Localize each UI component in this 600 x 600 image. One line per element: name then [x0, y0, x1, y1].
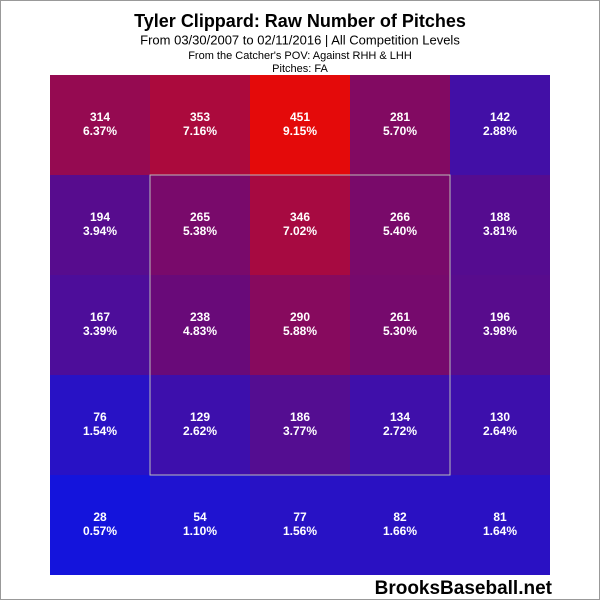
- heat-cell: [450, 475, 550, 575]
- cell-percent: 5.30%: [383, 324, 417, 338]
- cell-count: 54: [193, 510, 207, 524]
- heat-cell: [350, 375, 450, 475]
- heat-cell: [350, 475, 450, 575]
- cell-percent: 1.66%: [383, 524, 417, 538]
- heat-cell: [150, 75, 250, 175]
- heat-cell: [50, 375, 150, 475]
- heat-cell: [350, 175, 450, 275]
- heat-cell: [150, 375, 250, 475]
- cell-count: 82: [393, 510, 407, 524]
- heat-cell: [250, 175, 350, 275]
- cell-percent: 3.94%: [83, 224, 117, 238]
- cell-count: 129: [190, 410, 210, 424]
- heat-cell: [250, 275, 350, 375]
- heat-cell: [250, 475, 350, 575]
- cell-percent: 2.72%: [383, 424, 417, 438]
- cell-percent: 5.40%: [383, 224, 417, 238]
- cell-count: 261: [390, 310, 410, 324]
- cell-percent: 9.15%: [283, 124, 317, 138]
- cell-percent: 0.57%: [83, 524, 117, 538]
- heat-cell: [50, 75, 150, 175]
- cell-percent: 4.83%: [183, 324, 217, 338]
- heat-cell: [350, 275, 450, 375]
- cell-percent: 1.10%: [183, 524, 217, 538]
- heat-cell: [50, 475, 150, 575]
- cell-percent: 1.56%: [283, 524, 317, 538]
- cell-count: 76: [93, 410, 107, 424]
- heat-cell: [450, 375, 550, 475]
- cell-percent: 6.37%: [83, 124, 117, 138]
- heat-cell: [250, 375, 350, 475]
- cell-count: 77: [293, 510, 307, 524]
- cell-percent: 7.02%: [283, 224, 317, 238]
- cell-count: 167: [90, 310, 110, 324]
- cell-percent: 1.64%: [483, 524, 517, 538]
- heat-cell: [350, 75, 450, 175]
- cell-count: 188: [490, 210, 510, 224]
- note: From the Catcher's POV: Against RHH & LH…: [188, 50, 412, 62]
- cell-count: 266: [390, 210, 410, 224]
- cell-count: 314: [90, 110, 110, 124]
- cell-count: 451: [290, 110, 310, 124]
- cell-count: 238: [190, 310, 210, 324]
- cell-count: 142: [490, 110, 510, 124]
- cell-count: 194: [90, 210, 110, 224]
- cell-count: 134: [390, 410, 410, 424]
- cell-percent: 3.81%: [483, 224, 517, 238]
- note: Pitches: FA: [272, 63, 328, 75]
- chart-subtitle: From 03/30/2007 to 02/11/2016 | All Comp…: [140, 32, 460, 47]
- heat-cell: [150, 475, 250, 575]
- heat-cell: [450, 175, 550, 275]
- cell-percent: 2.64%: [483, 424, 517, 438]
- heat-cell: [50, 275, 150, 375]
- heat-cell: [450, 275, 550, 375]
- strike-zone: [149, 174, 451, 476]
- cell-percent: 5.88%: [283, 324, 317, 338]
- heat-cell: [50, 175, 150, 275]
- cell-count: 130: [490, 410, 510, 424]
- cell-count: 28: [93, 510, 107, 524]
- cell-percent: 5.70%: [383, 124, 417, 138]
- cell-percent: 2.88%: [483, 124, 517, 138]
- cell-percent: 1.54%: [83, 424, 117, 438]
- cell-count: 186: [290, 410, 310, 424]
- cell-count: 281: [390, 110, 410, 124]
- heat-cell: [450, 75, 550, 175]
- cell-count: 290: [290, 310, 310, 324]
- cell-percent: 2.62%: [183, 424, 217, 438]
- cell-percent: 5.38%: [183, 224, 217, 238]
- cell-percent: 3.98%: [483, 324, 517, 338]
- watermark: BrooksBaseball.net: [375, 578, 553, 599]
- heat-cell: [150, 175, 250, 275]
- cell-count: 346: [290, 210, 310, 224]
- cell-percent: 3.77%: [283, 424, 317, 438]
- cell-count: 196: [490, 310, 510, 324]
- cell-count: 353: [190, 110, 210, 124]
- cell-count: 81: [493, 510, 507, 524]
- cell-percent: 7.16%: [183, 124, 217, 138]
- heat-cell: [250, 75, 350, 175]
- cell-percent: 3.39%: [83, 324, 117, 338]
- heat-cell: [150, 275, 250, 375]
- cell-count: 265: [190, 210, 210, 224]
- chart-title: Tyler Clippard: Raw Number of Pitches: [134, 11, 466, 31]
